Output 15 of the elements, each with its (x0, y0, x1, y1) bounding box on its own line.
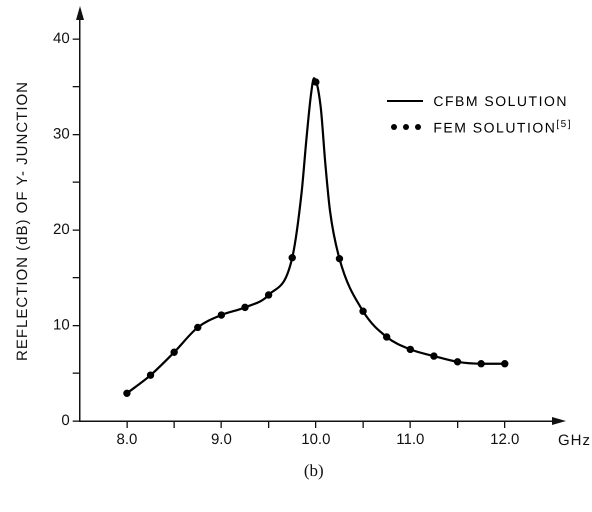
x-axis-title: GHz (558, 432, 591, 449)
x-tick-label: 11.0 (396, 431, 424, 448)
text: (b) (304, 461, 324, 481)
y-tick-label: 30 (52, 126, 70, 143)
x-tick-label: 10.0 (301, 431, 330, 448)
y-axis-title: REFLECTION (dB) OF Y- JUNCTION (14, 80, 31, 361)
y-tick-label: 20 (52, 221, 70, 238)
legend-label: FEM SOLUTION$^{[5]}$ (433, 118, 572, 136)
x-tick-label: 9.0 (210, 431, 232, 448)
y-tick-label: 40 (52, 30, 70, 48)
x-tick-label: 8.0 (116, 431, 138, 448)
legend-label: CFBM SOLUTION (433, 93, 568, 109)
x-tick-label: 12.0 (490, 431, 520, 448)
y-tick-label: 10 (52, 316, 70, 334)
y-tick-label: 0 (61, 412, 70, 430)
